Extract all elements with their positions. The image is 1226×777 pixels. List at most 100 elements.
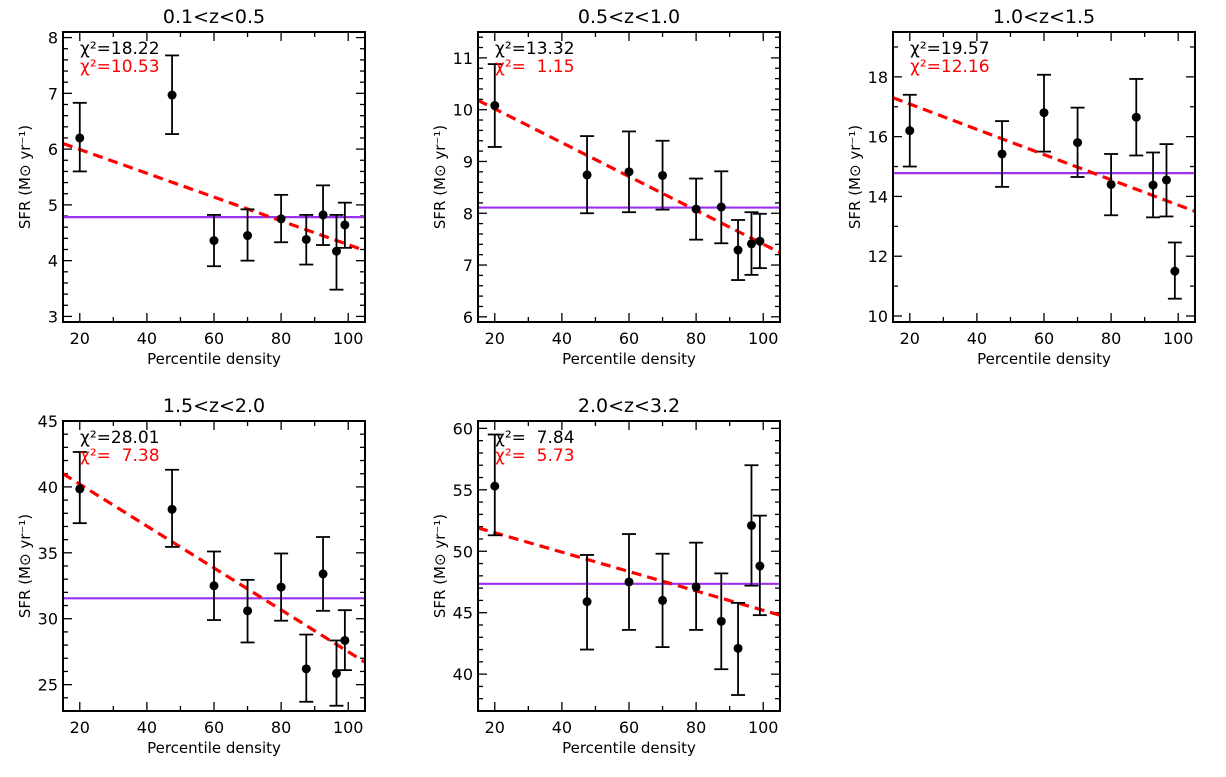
y-tick-label: 60	[453, 419, 473, 438]
panel-title: 2.0<z<3.2	[578, 395, 680, 417]
data-point	[274, 193, 289, 244]
y-tick-label: 8	[463, 204, 473, 223]
marker	[301, 234, 311, 244]
linear-fit-line	[892, 96, 1196, 213]
x-tick-label: 20	[900, 329, 920, 348]
data-point	[329, 639, 344, 707]
data-point	[752, 514, 767, 617]
data-point	[902, 93, 917, 168]
x-tick-label: 80	[686, 718, 706, 737]
x-axis-label: Percentile density	[147, 739, 281, 757]
linear-fit-line	[477, 526, 781, 617]
marker	[1039, 108, 1049, 118]
data-point	[1104, 153, 1119, 217]
marker	[490, 481, 500, 491]
chi2-constant-label: χ²= 7.84	[495, 428, 575, 448]
x-tick-label: 100	[748, 718, 779, 737]
marker	[331, 668, 341, 678]
x-tick-label: 60	[204, 718, 224, 737]
y-tick-label: 55	[453, 481, 473, 500]
data-point	[165, 54, 180, 135]
data-point	[240, 578, 255, 644]
data-point	[337, 201, 352, 249]
data-point	[622, 533, 636, 631]
y-tick-label: 45	[453, 604, 473, 623]
data-point	[1037, 73, 1051, 153]
y-axis-label: SFR (M⊙ yr⁻¹)	[431, 125, 449, 229]
data-point	[165, 468, 180, 548]
y-tick-label: 40	[453, 665, 473, 684]
data-point	[207, 214, 221, 268]
y-axis-label: SFR (M⊙ yr⁻¹)	[846, 125, 864, 229]
marker	[1170, 266, 1180, 276]
panel-5: 2.0<z<3.2 20 40 60 80 100 40 45 50 55 60 Percentile…	[431, 395, 781, 757]
marker	[658, 170, 668, 180]
plot-frame	[477, 31, 781, 323]
data-point	[655, 552, 670, 649]
y-tick-label: 7	[48, 84, 58, 103]
plot-frame	[892, 31, 1196, 323]
data-point	[714, 170, 729, 245]
marker	[733, 643, 743, 653]
data-point	[337, 609, 352, 672]
chi2-linear-label: χ²= 1.15	[495, 57, 575, 77]
marker	[1131, 112, 1141, 122]
x-tick-label: 40	[137, 718, 157, 737]
marker	[340, 220, 350, 230]
data-point	[240, 208, 255, 262]
data-point	[689, 541, 704, 631]
chi2-linear-label: χ²=10.53	[80, 57, 160, 77]
marker	[318, 569, 328, 579]
y-axis-label: SFR (M⊙ yr⁻¹)	[431, 514, 449, 618]
marker	[1161, 175, 1171, 185]
marker	[340, 635, 350, 645]
x-tick-label: 80	[271, 329, 291, 348]
x-tick-label: 80	[686, 329, 706, 348]
marker	[755, 236, 765, 246]
y-tick-label: 6	[463, 308, 473, 327]
y-tick-label: 7	[463, 256, 473, 275]
chi2-linear-label: χ²=12.16	[910, 57, 990, 77]
chi2-constant-label: χ²=18.22	[80, 39, 160, 59]
marker	[490, 101, 500, 111]
panel-title: 1.0<z<1.5	[993, 6, 1095, 28]
data-point	[731, 219, 746, 281]
panel-3: 1.0<z<1.5 20 40 60 80 100 10 12 14 16 18 Percentile…	[846, 6, 1196, 368]
marker	[1073, 138, 1083, 148]
panel-2: 0.5<z<1.0 20 40 60 80 100 6 7 8 9 10 11 Percentile d…	[431, 6, 781, 368]
data-point	[72, 451, 87, 525]
data-point	[655, 139, 670, 211]
chi2-constant-label: χ²=28.01	[80, 428, 160, 448]
x-tick-label: 100	[333, 329, 364, 348]
x-tick-label: 20	[485, 718, 505, 737]
marker	[624, 167, 634, 177]
y-tick-label: 12	[868, 247, 888, 266]
data-point	[316, 536, 331, 612]
marker	[905, 126, 915, 136]
x-tick-label: 60	[619, 718, 639, 737]
marker	[276, 214, 286, 224]
plot-frame	[62, 420, 366, 712]
data-point	[487, 63, 502, 148]
y-tick-label: 50	[453, 542, 473, 561]
data-point	[689, 177, 704, 241]
plot-frame	[62, 31, 366, 323]
chi2-constant-label: χ²=19.57	[910, 39, 990, 59]
marker	[167, 90, 177, 100]
marker	[716, 616, 726, 626]
panel-1: 0.1<z<0.5 20 40 60 80 100 3 4 5 6 7 8 Percentile den…	[16, 6, 366, 368]
panel-4: 1.5<z<2.0 20 40 60 80 100 25 30 35 40 45 Percentile…	[16, 395, 366, 757]
y-tick-label: 9	[463, 152, 473, 171]
data-point	[1159, 143, 1174, 218]
marker	[318, 210, 328, 220]
x-axis-label: Percentile density	[562, 739, 696, 757]
y-tick-label: 25	[38, 676, 58, 695]
data-point	[1146, 151, 1161, 219]
marker	[1148, 180, 1158, 190]
y-tick-label: 35	[38, 544, 58, 563]
data-point	[744, 464, 759, 587]
y-tick-label: 14	[868, 187, 888, 206]
marker	[624, 577, 634, 587]
marker	[582, 170, 592, 180]
